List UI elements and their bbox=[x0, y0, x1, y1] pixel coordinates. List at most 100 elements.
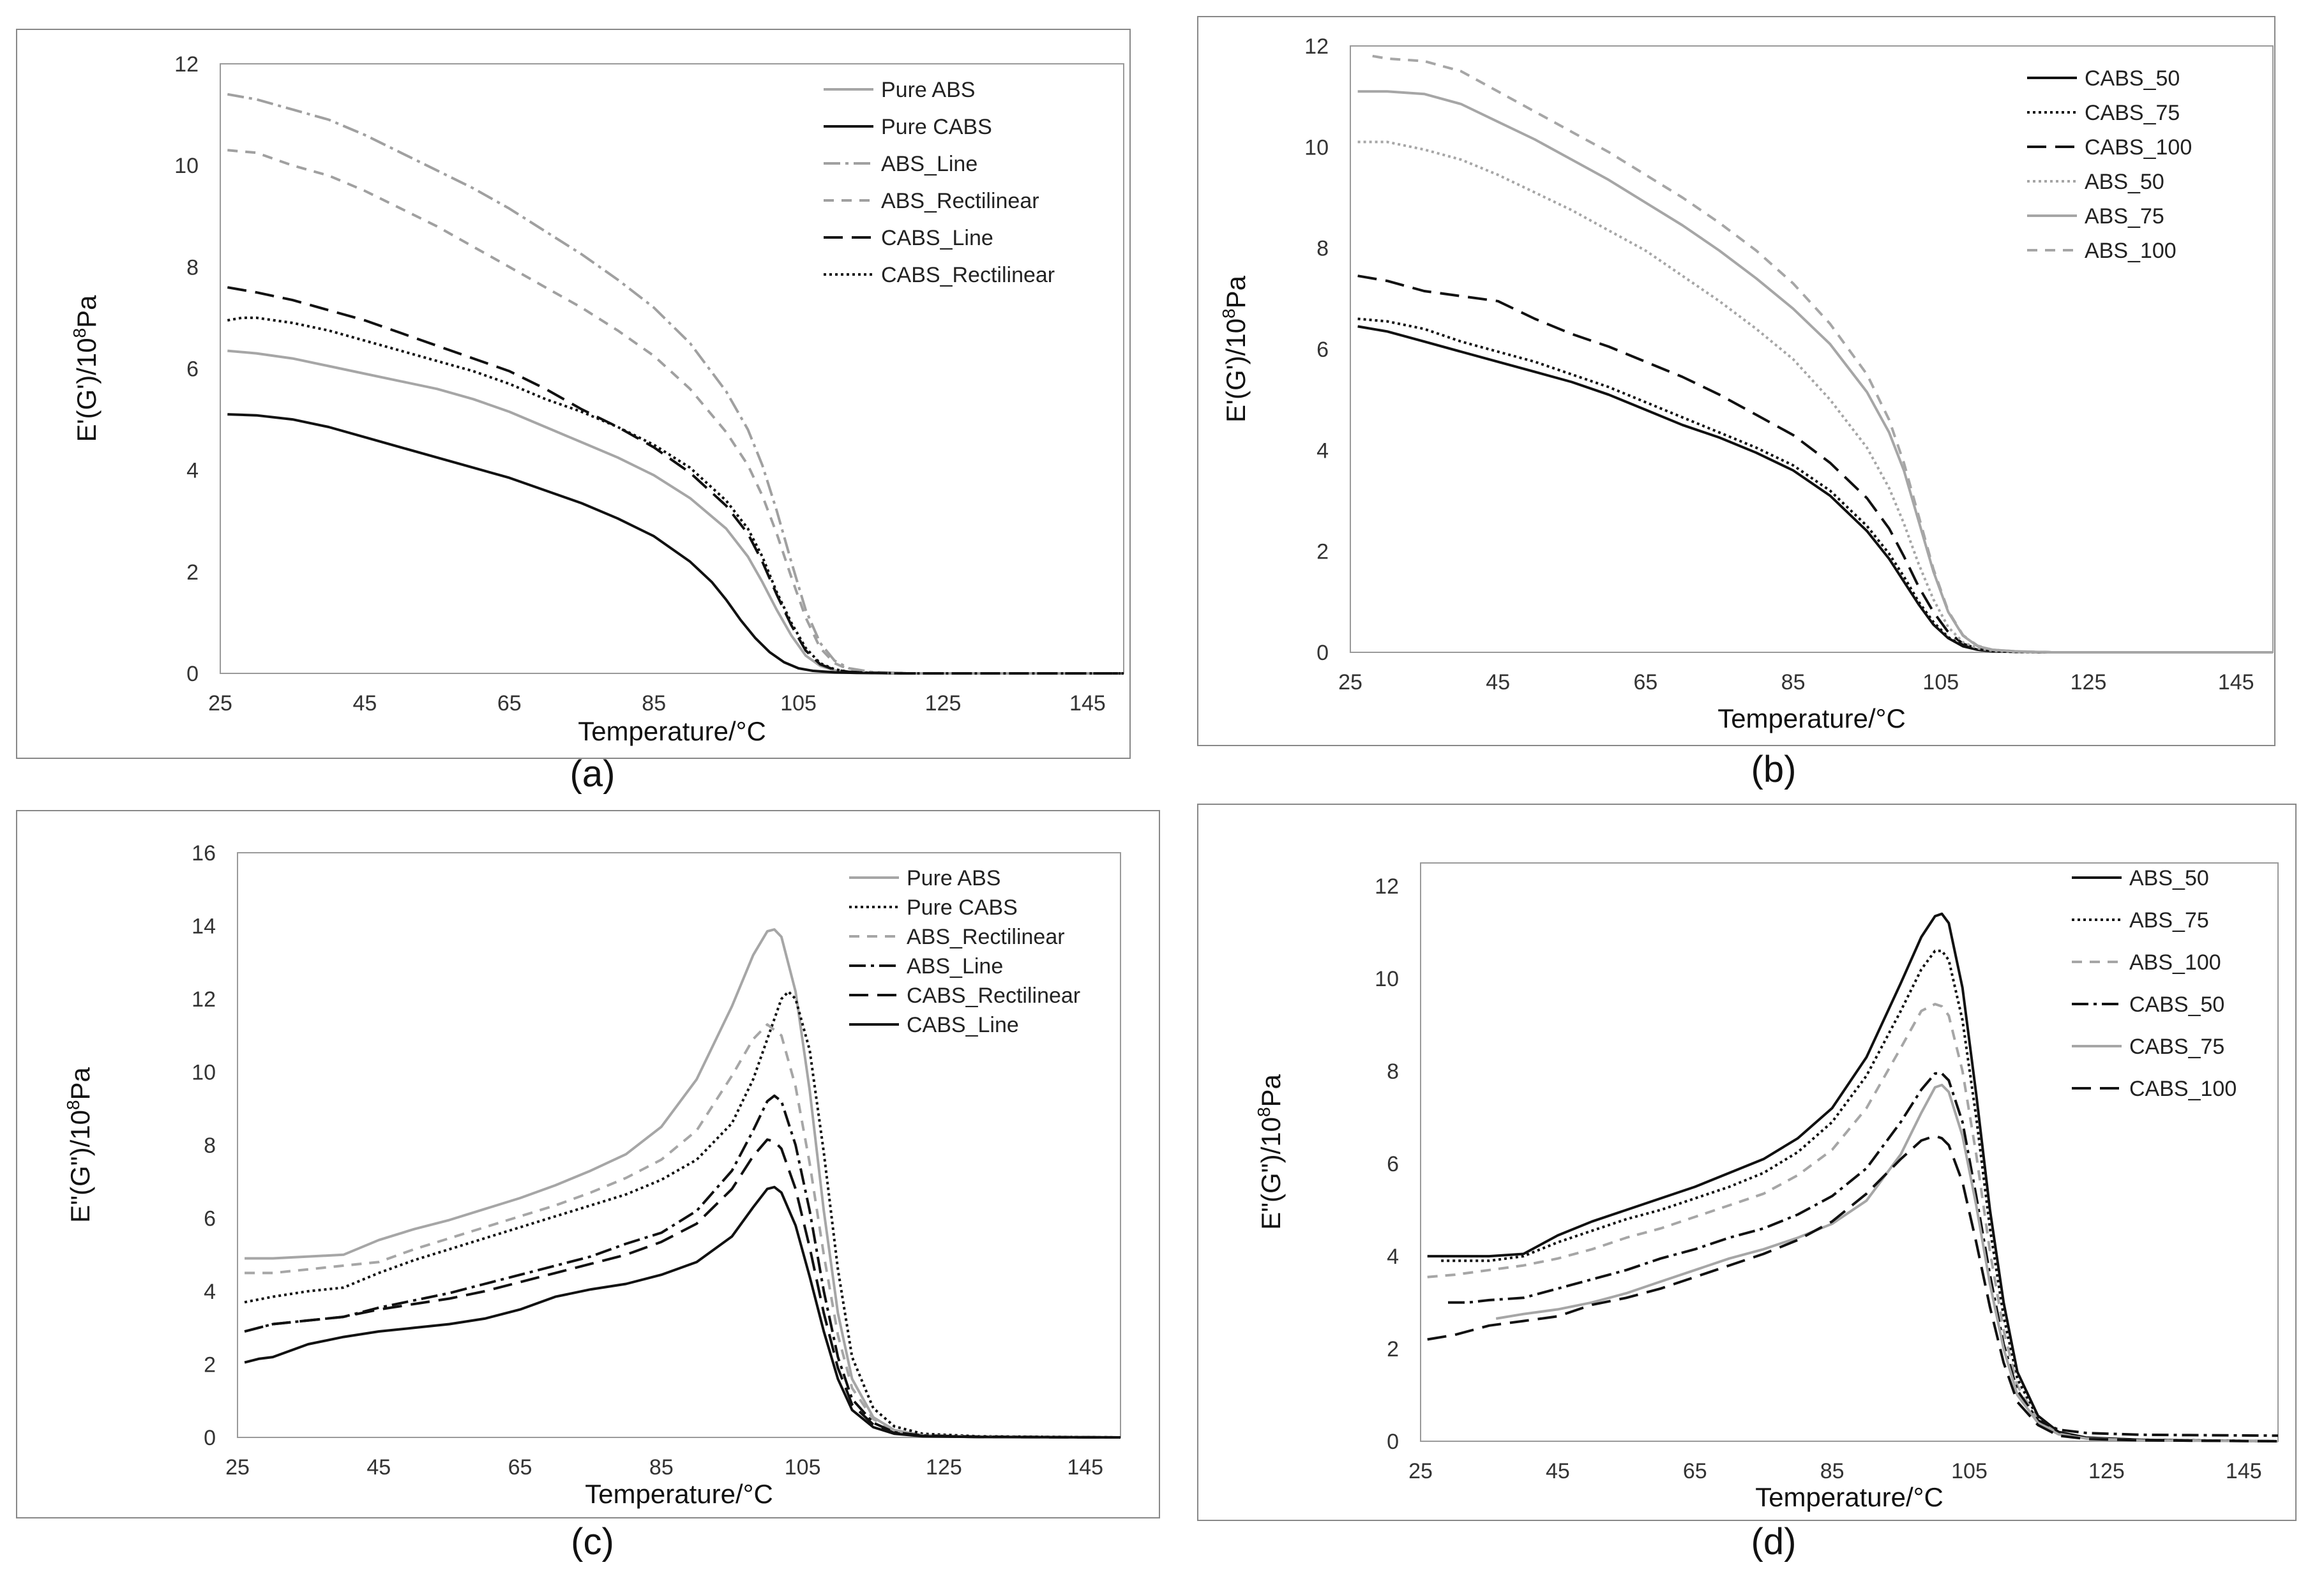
x-axis-label: Temperature/°C bbox=[578, 716, 766, 746]
legend-label: CABS_Rectilinear bbox=[907, 984, 1080, 1008]
x-tick-label: 145 bbox=[1069, 691, 1106, 716]
panel-a-caption: (a) bbox=[570, 753, 615, 795]
plot-area bbox=[220, 63, 1124, 674]
legend-label: Pure CABS bbox=[881, 115, 992, 139]
legend-label: CABS_100 bbox=[2085, 135, 2192, 160]
y-tick-label: 4 bbox=[1387, 1245, 1399, 1269]
plot-area bbox=[1420, 862, 2279, 1442]
x-tick-label: 65 bbox=[508, 1455, 532, 1480]
x-tick-label: 25 bbox=[1408, 1459, 1433, 1483]
panel-a-plot: 25 45 65 85 105 125 145 0 2 4 6 8 10 12 Temperature/°C… bbox=[70, 52, 1124, 746]
panel-b-caption: (b) bbox=[1751, 749, 1797, 790]
y-tick-label: 10 bbox=[1375, 967, 1399, 991]
x-axis-label: Temperature/°C bbox=[585, 1479, 773, 1509]
panel-c-caption: (c) bbox=[571, 1521, 614, 1563]
series-line-abs-100 bbox=[1427, 1003, 2279, 1443]
series-line-cabs-50 bbox=[1448, 1072, 2279, 1437]
x-tick-label: 125 bbox=[2071, 670, 2107, 694]
series-line-cabs-75 bbox=[1495, 1083, 2279, 1443]
legend-label: ABS_75 bbox=[2129, 908, 2209, 933]
y-tick-label: 0 bbox=[186, 662, 199, 686]
y-tick-label: 14 bbox=[192, 915, 216, 939]
x-tick-label: 105 bbox=[1951, 1459, 1988, 1483]
series-line-cabs-rectilinear bbox=[227, 316, 1124, 675]
y-tick-label: 12 bbox=[1304, 34, 1329, 59]
panel-a: 25 45 65 85 105 125 145 0 2 4 6 8 10 12 Temperature/°C… bbox=[16, 29, 1131, 795]
x-axis-label: Temperature/°C bbox=[1717, 703, 1906, 733]
series-line-abs-rectilinear bbox=[227, 149, 1124, 675]
panel-a-frame bbox=[16, 29, 1131, 759]
series-line-cabs-line bbox=[244, 1185, 1121, 1439]
x-axis-label: Temperature/°C bbox=[1755, 1482, 1943, 1512]
panel-d: 25 45 65 85 105 125 145 0 2 4 6 8 10 12 Temperature/°C… bbox=[1197, 804, 2297, 1563]
legend-label: ABS_Line bbox=[881, 152, 977, 176]
y-tick-label: 4 bbox=[204, 1280, 216, 1304]
x-tick-label: 145 bbox=[2218, 670, 2254, 694]
panel-b: 25 45 65 85 105 125 145 0 2 4 6 8 10 12 Temperature/°C… bbox=[1197, 16, 2275, 790]
series-line-abs-75 bbox=[1441, 949, 2279, 1443]
series-line-cabs-100 bbox=[1357, 274, 2273, 654]
y-tick-label: 2 bbox=[1387, 1337, 1399, 1361]
series-line-cabs-100 bbox=[1427, 1134, 2279, 1443]
legend-label: CABS_Line bbox=[907, 1013, 1019, 1037]
series-line-pure-cabs bbox=[244, 990, 1121, 1439]
legend-label: ABS_Rectilinear bbox=[907, 925, 1065, 949]
x-tick-label: 25 bbox=[225, 1455, 250, 1480]
x-tick-label: 125 bbox=[2088, 1459, 2125, 1483]
x-tick-label: 45 bbox=[1546, 1459, 1570, 1483]
y-tick-label: 6 bbox=[1387, 1152, 1399, 1176]
series-line-abs-rectilinear bbox=[245, 1023, 1121, 1439]
x-tick-label: 105 bbox=[785, 1455, 821, 1480]
x-tick-label: 65 bbox=[1633, 670, 1657, 694]
panel-c: 25 45 65 85 105 125 145 0 2 4 6 8 10 12 14 16 Temperatur… bbox=[16, 810, 1160, 1563]
x-tick-label: 85 bbox=[642, 691, 666, 716]
y-tick-label: 4 bbox=[186, 459, 199, 483]
y-axis-label: E'(G')/108Pa bbox=[1219, 275, 1251, 423]
series-line-abs-line bbox=[244, 1094, 1121, 1439]
series-line-abs-line bbox=[227, 93, 1124, 675]
x-tick-label: 145 bbox=[2226, 1459, 2262, 1483]
panel-b-plot: 25 45 65 85 105 125 145 0 2 4 6 8 10 12 Temperature/°C… bbox=[1219, 34, 2274, 733]
legend-label: CABS_Rectilinear bbox=[881, 263, 1055, 287]
legend-label: ABS_100 bbox=[2085, 239, 2177, 263]
legend-label: CABS_75 bbox=[2129, 1035, 2224, 1059]
panel-b-frame bbox=[1197, 16, 2275, 746]
y-tick-label: 6 bbox=[1317, 338, 1329, 362]
y-axis-label: E"(G")/108Pa bbox=[1254, 1074, 1286, 1229]
x-tick-label: 65 bbox=[497, 691, 522, 716]
x-tick-label: 105 bbox=[1922, 670, 1959, 694]
x-tick-label: 145 bbox=[1067, 1455, 1103, 1480]
x-tick-label: 45 bbox=[1486, 670, 1510, 694]
x-tick-label: 85 bbox=[649, 1455, 674, 1480]
legend-label: CABS_50 bbox=[2085, 66, 2180, 91]
legend-label: CABS_75 bbox=[2085, 101, 2180, 125]
y-tick-label: 8 bbox=[186, 255, 199, 280]
legend-label: ABS_Line bbox=[907, 954, 1003, 978]
legend-label: Pure ABS bbox=[907, 866, 1000, 890]
y-tick-label: 2 bbox=[204, 1353, 216, 1377]
legend-label: Pure CABS bbox=[907, 896, 1018, 920]
y-tick-label: 0 bbox=[1387, 1430, 1399, 1454]
panel-d-frame bbox=[1197, 804, 2297, 1521]
y-tick-label: 12 bbox=[1375, 874, 1399, 899]
y-axis-label: E"(G")/108Pa bbox=[63, 1067, 95, 1222]
x-tick-label: 25 bbox=[208, 691, 232, 716]
y-tick-label: 0 bbox=[1317, 641, 1329, 665]
y-tick-label: 4 bbox=[1317, 438, 1329, 463]
legend-label: CABS_50 bbox=[2129, 993, 2224, 1017]
legend-label: ABS_50 bbox=[2129, 866, 2209, 890]
x-tick-label: 125 bbox=[926, 1455, 962, 1480]
x-tick-label: 65 bbox=[1683, 1459, 1707, 1483]
plot-area bbox=[237, 852, 1121, 1438]
legend-label: CABS_Line bbox=[881, 226, 993, 250]
x-tick-label: 125 bbox=[925, 691, 962, 716]
series-line-abs-75 bbox=[1357, 90, 2273, 654]
y-tick-label: 6 bbox=[204, 1207, 216, 1231]
x-tick-label: 45 bbox=[366, 1455, 391, 1480]
series-line-abs-50 bbox=[1427, 912, 2279, 1443]
panel-c-frame bbox=[16, 810, 1160, 1518]
y-tick-label: 12 bbox=[174, 52, 199, 77]
panel-d-caption: (d) bbox=[1751, 1521, 1797, 1563]
series-line-pure-abs bbox=[245, 928, 1121, 1439]
